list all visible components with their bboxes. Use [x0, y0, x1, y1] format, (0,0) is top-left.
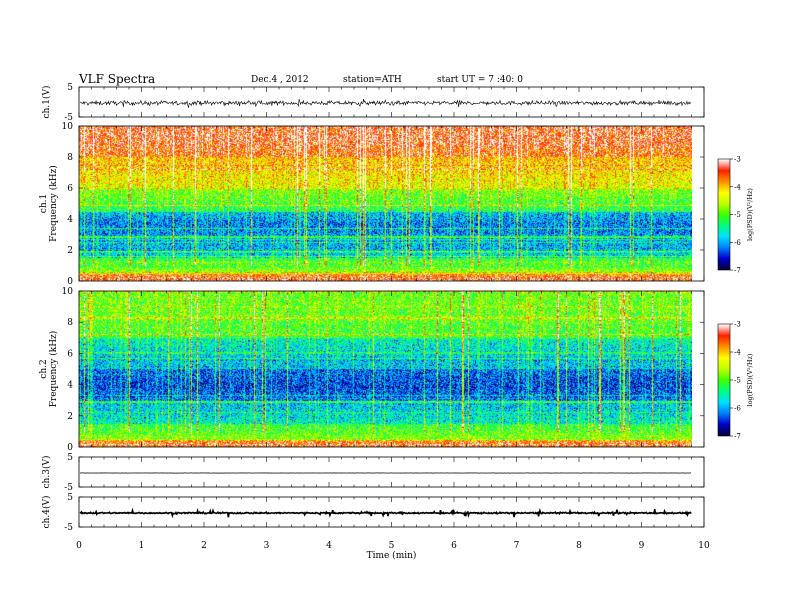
y-tick-label: 4	[67, 215, 73, 225]
colorbars: -3 -4 -5 -6 -7 log(PSD)(V²/Hz) -3 -4 -5 -6 -7 log(P…	[717, 156, 754, 441]
colorbar	[718, 159, 730, 270]
waveform-traces	[79, 99, 692, 519]
x-tick-label: 6	[451, 541, 457, 551]
y-tick-label: 6	[67, 349, 73, 359]
colorbar-label: log(PSD)(V²/Hz)	[746, 188, 754, 241]
colorbar-tick-label: -7	[734, 433, 741, 441]
colorbar-tick-label: -3	[734, 156, 741, 164]
axis-ticks	[78, 86, 705, 528]
panel-channel-label: ch.2	[39, 359, 49, 378]
y-tick-label: 2	[67, 246, 73, 256]
date-label: Dec.4 , 2012	[251, 75, 309, 85]
y-tick-label: -5	[64, 523, 73, 533]
colorbar-tick-label: -6	[734, 239, 741, 247]
y-tick-label: 5	[67, 493, 73, 503]
colorbar-tick-label: -5	[734, 377, 741, 385]
x-tick-label: 5	[389, 541, 395, 551]
y-axis-label: ch.1(V)	[41, 86, 52, 119]
x-tick-label: 4	[326, 541, 332, 551]
colorbar-tick-label: -7	[734, 267, 741, 275]
x-tick-label: 7	[514, 541, 520, 551]
x-axis-label: Time (min)	[367, 550, 417, 561]
y-tick-label: 0	[67, 277, 73, 287]
colorbar-label: log(PSD)(V²/Hz)	[746, 353, 754, 406]
y-tick-label: 5	[67, 453, 73, 463]
y-tick-label: 10	[62, 287, 74, 297]
colorbar-tick-label: -3	[734, 321, 741, 329]
y-axis-label: ch.4(V)	[41, 496, 52, 529]
x-tick-label: 3	[264, 541, 270, 551]
panel-channel-label: ch.1	[39, 194, 49, 213]
y-tick-label: -5	[64, 113, 73, 123]
ch1-waveform-trace	[79, 99, 692, 108]
y-tick-label: 5	[67, 83, 73, 93]
figure-title: VLF Spectra	[79, 72, 156, 86]
y-tick-label: 2	[67, 412, 73, 422]
spectrogram-images	[79, 126, 692, 447]
spectrogram-ch1	[79, 126, 692, 281]
colorbar-tick-label: -5	[734, 211, 741, 219]
spectrogram-ch2	[79, 291, 692, 447]
x-tick-label: 9	[639, 541, 645, 551]
y-tick-label: 8	[67, 153, 73, 163]
y-tick-label: -5	[64, 483, 73, 493]
y-axis-label: ch.3(V)	[41, 456, 52, 489]
x-tick-label: 1	[139, 541, 145, 551]
y-tick-label: 6	[67, 184, 73, 194]
colorbar-tick-label: -4	[734, 349, 741, 357]
x-tick-label: 10	[698, 541, 710, 551]
y-axis-label: Frequency (kHz)	[48, 165, 59, 242]
start-time-label: start UT = 7 :40: 0	[437, 75, 523, 85]
y-tick-label: 0	[67, 443, 73, 453]
y-tick-label: 10	[62, 122, 74, 132]
y-tick-label: 8	[67, 318, 73, 328]
x-tick-label: 0	[76, 541, 82, 551]
ch4-waveform-trace	[79, 507, 692, 519]
station-label: station=ATH	[343, 75, 402, 85]
colorbar-tick-label: -6	[734, 405, 741, 413]
y-tick-label: 4	[67, 381, 73, 391]
y-axis-label: Frequency (kHz)	[48, 331, 59, 408]
colorbar-tick-label: -4	[734, 183, 741, 191]
x-tick-label: 8	[576, 541, 582, 551]
x-tick-label: 2	[201, 541, 207, 551]
colorbar	[718, 324, 730, 436]
